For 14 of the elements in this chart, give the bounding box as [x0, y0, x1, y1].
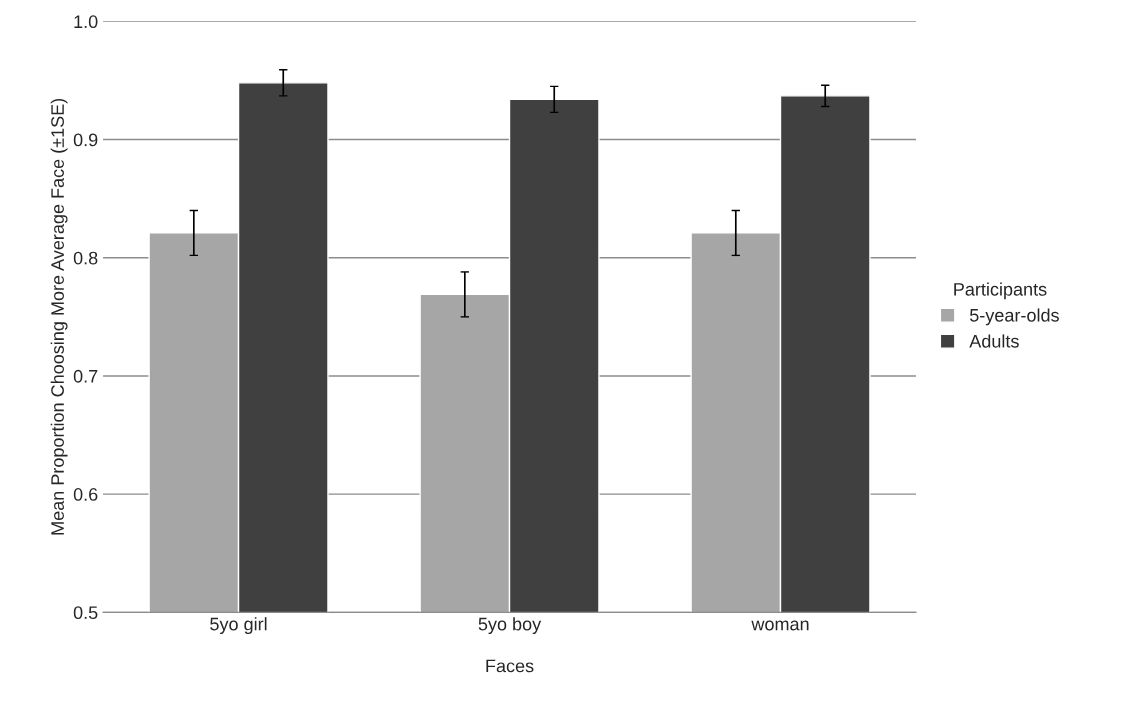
x-axis-title: Faces — [486, 659, 534, 673]
legend-label: 5-year-olds — [969, 308, 1059, 326]
y-tick-label: 0.6 — [73, 488, 98, 501]
y-tick-label: 0.9 — [73, 133, 98, 147]
x-tick-label: woman — [751, 620, 809, 631]
x-tick-label: 5yo boy — [478, 617, 542, 635]
legend-label: Adults — [969, 334, 1019, 348]
y-tick-label: 0.7 — [73, 369, 98, 383]
y-tick-label: 0.5 — [73, 606, 98, 620]
legend-title: Participants — [954, 282, 1047, 300]
y-tick-label: 0.8 — [73, 251, 98, 265]
x-tick-label: 5yo girl — [210, 617, 267, 635]
y-axis-title: Mean Proportion Choosing More Average Face (±1SE) — [50, 98, 68, 535]
y-tick-label: 1.0 — [74, 15, 98, 29]
